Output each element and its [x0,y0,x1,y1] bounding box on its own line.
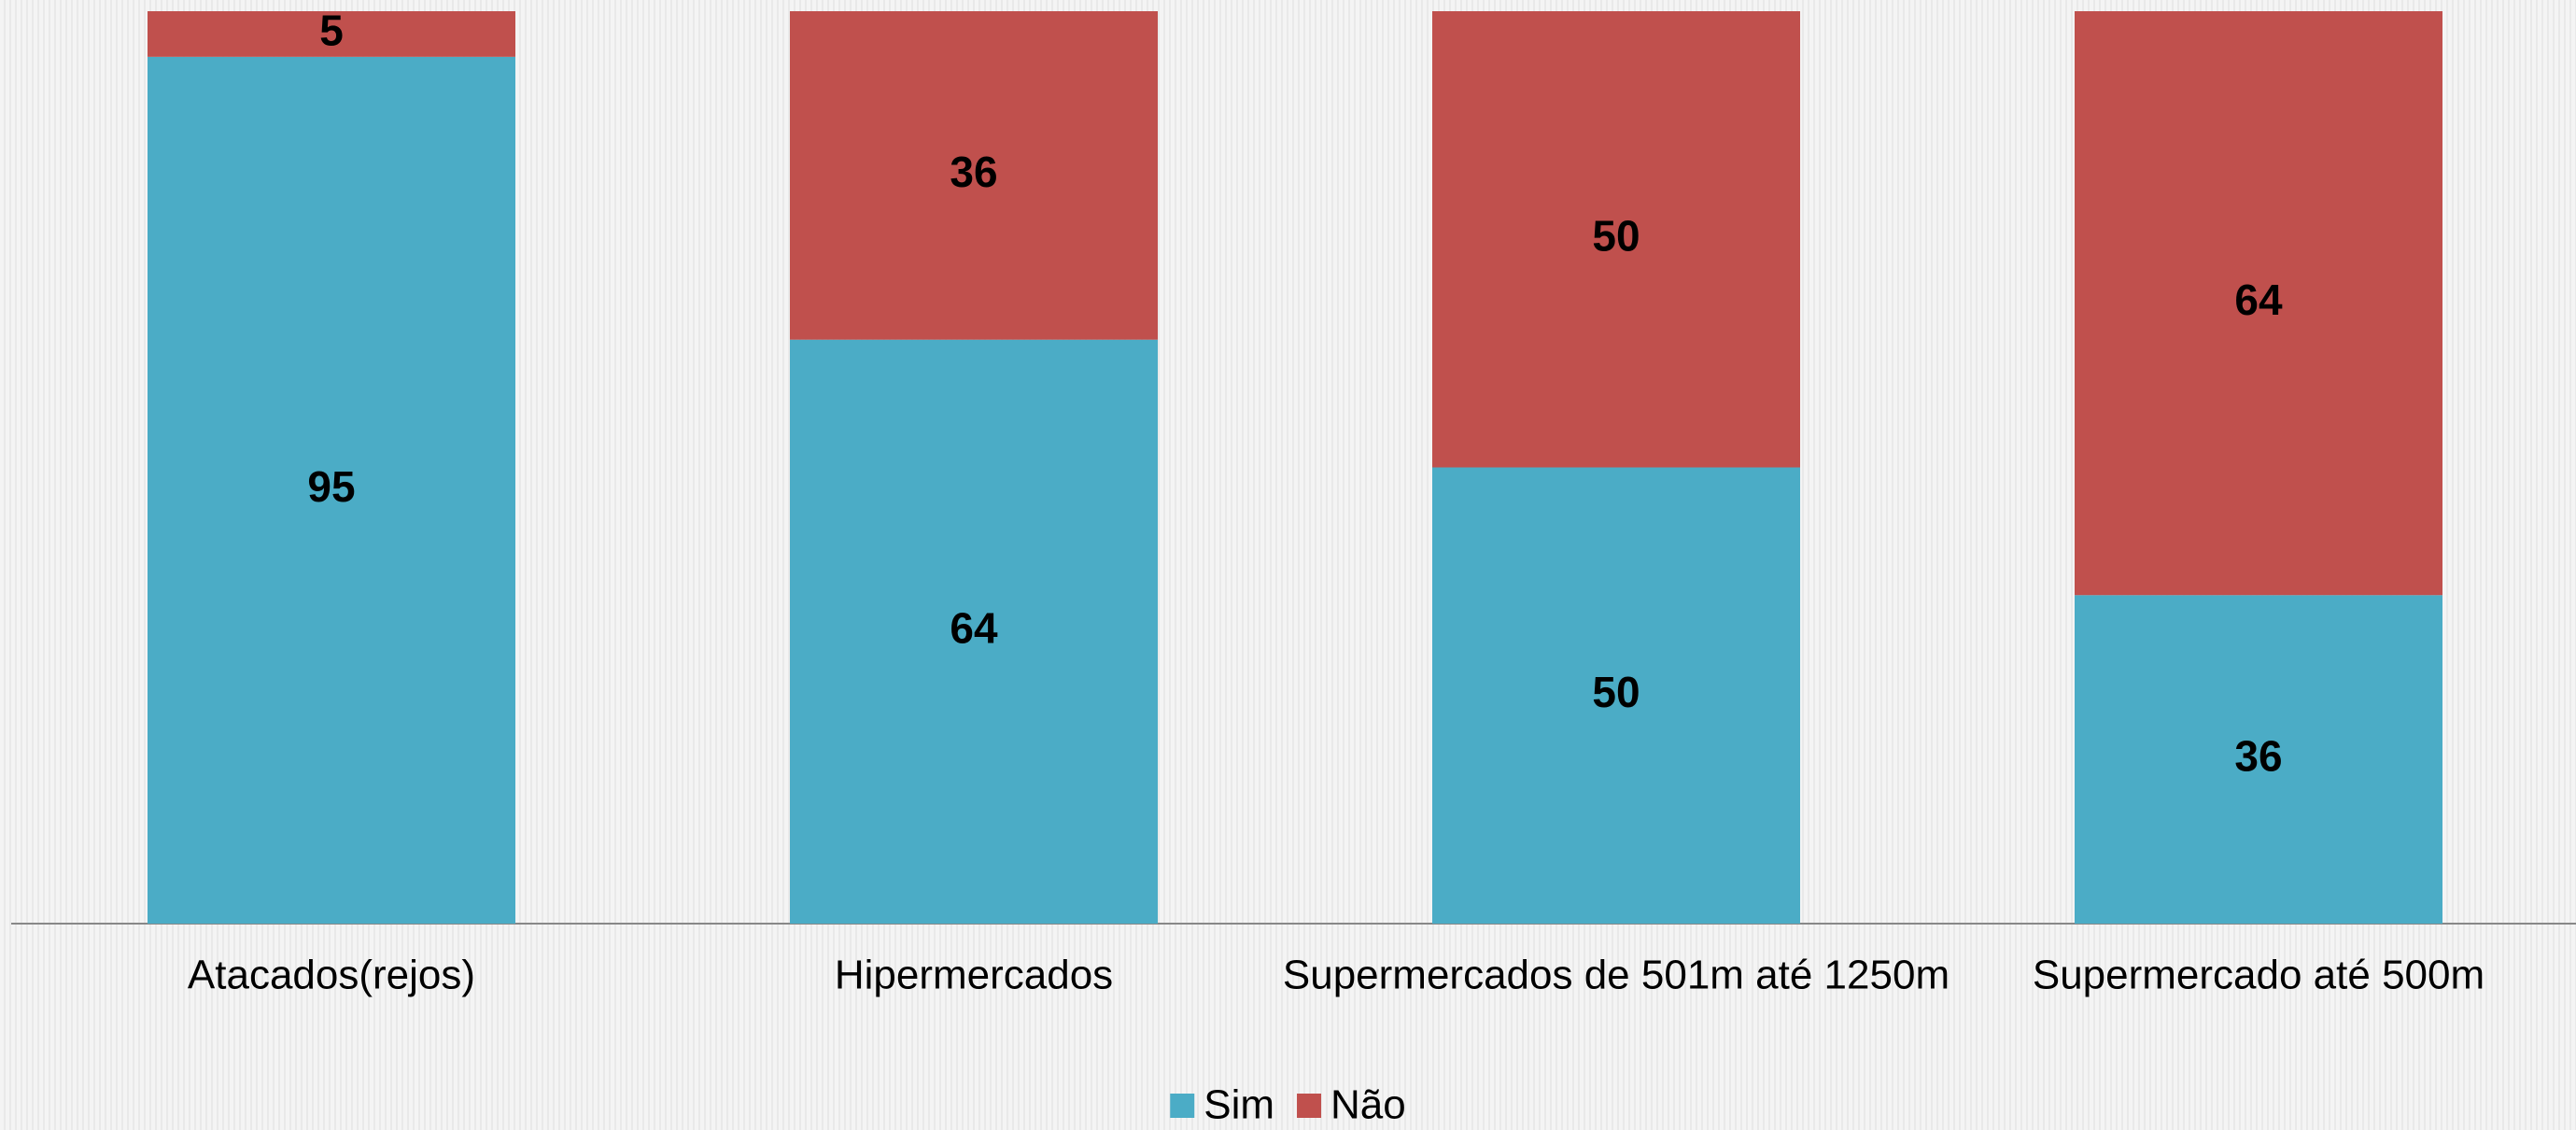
x-tick-label: Supermercado até 500m [2033,953,2485,998]
legend-swatch [1297,1094,1322,1118]
data-label: 95 [307,462,355,511]
legend-swatch [1170,1094,1195,1118]
bar-segment [790,339,1158,925]
legend-label: Não [1330,1082,1406,1128]
data-label: 36 [2234,731,2282,780]
data-label: 5 [319,7,344,55]
x-tick-label: Atacados(rejos) [188,953,475,998]
bar-segment [1432,11,1800,468]
bar-segment [148,56,515,925]
data-label: 50 [1592,668,1640,716]
bar-segment [148,11,515,57]
x-tick-label: Supermercados de 501m até 1250m [1283,953,1950,998]
data-label: 64 [2234,275,2283,324]
data-label: 64 [950,604,998,653]
data-label: 36 [950,148,997,196]
x-tick-label: Hipermercados [835,953,1113,998]
bar-segment [790,11,1158,340]
bar-segment [1432,467,1800,924]
data-label: 50 [1592,211,1640,260]
bar-segment [2075,11,2442,596]
bar-segment [2075,595,2442,924]
legend-label: Sim [1204,1082,1274,1128]
